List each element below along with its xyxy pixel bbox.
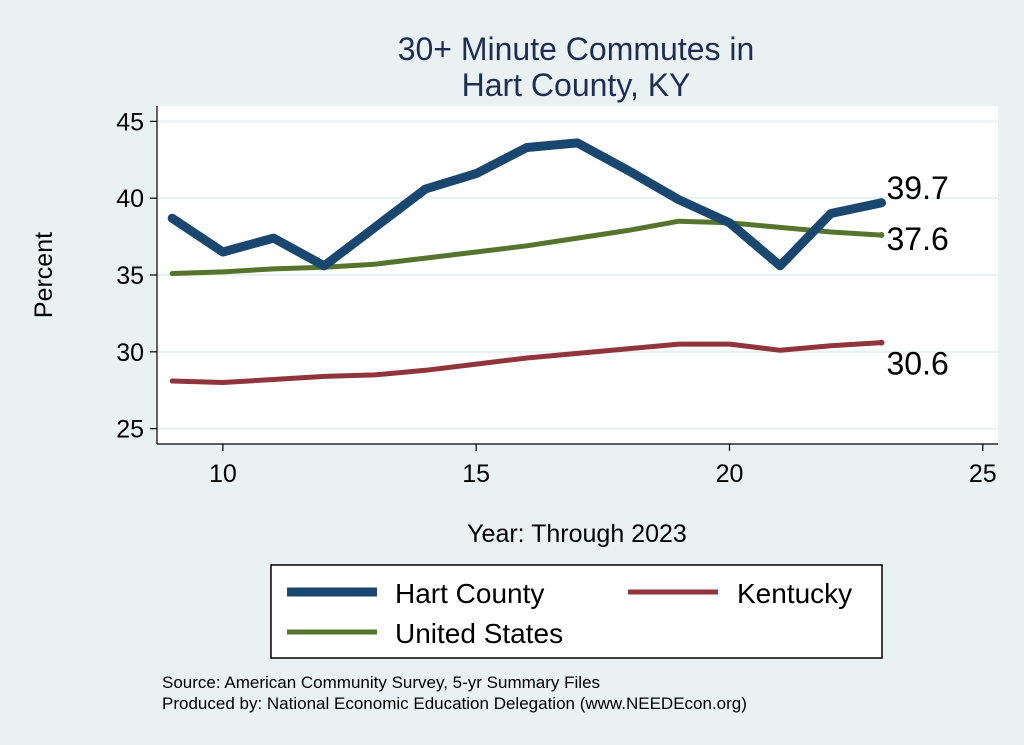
x-axis-label: Year: Through 2023	[467, 520, 687, 548]
series-line-united-states	[169, 218, 884, 276]
y-tick-label-45: 45	[116, 108, 144, 136]
y-ticks: 25 30 35 40 45	[116, 108, 157, 444]
legend-label-united-states: United States	[395, 618, 563, 649]
end-label-hart-county: 39.7	[886, 170, 948, 206]
end-point-united-states	[878, 232, 885, 239]
y-axis-label: Percent	[30, 232, 58, 318]
legend-box	[270, 564, 883, 659]
produced-by-note: Produced by: National Economic Education…	[162, 694, 747, 713]
series-line-hart-county	[167, 138, 886, 271]
x-tick-label-10: 10	[209, 460, 237, 488]
end-label-united-states: 37.6	[886, 221, 948, 257]
legend-label-kentucky: Kentucky	[737, 578, 852, 609]
source-note: Source: American Community Survey, 5-yr …	[162, 673, 600, 692]
end-labels: 39.7 30.6 37.6	[886, 170, 948, 382]
y-tick-label-40: 40	[116, 185, 144, 213]
y-tick-label-30: 30	[116, 339, 144, 367]
legend: Hart County Kentucky United States	[270, 564, 883, 659]
end-point-hart-county	[878, 199, 885, 206]
legend-label-hart-county: Hart County	[395, 578, 544, 609]
chart-title-line-2: Hart County, KY	[462, 67, 691, 103]
y-tick-label-25: 25	[116, 416, 144, 444]
x-tick-label-15: 15	[462, 460, 490, 488]
end-point-kentucky	[878, 339, 885, 346]
chart-title-line-1: 30+ Minute Commutes in	[398, 31, 755, 67]
x-tick-label-20: 20	[716, 460, 744, 488]
series-line-kentucky	[169, 340, 884, 385]
x-tick-label-25: 25	[969, 460, 997, 488]
series-group	[167, 138, 886, 385]
x-ticks: 10 15 20 25	[209, 444, 997, 488]
y-tick-label-35: 35	[116, 262, 144, 290]
end-label-kentucky: 30.6	[886, 346, 948, 382]
